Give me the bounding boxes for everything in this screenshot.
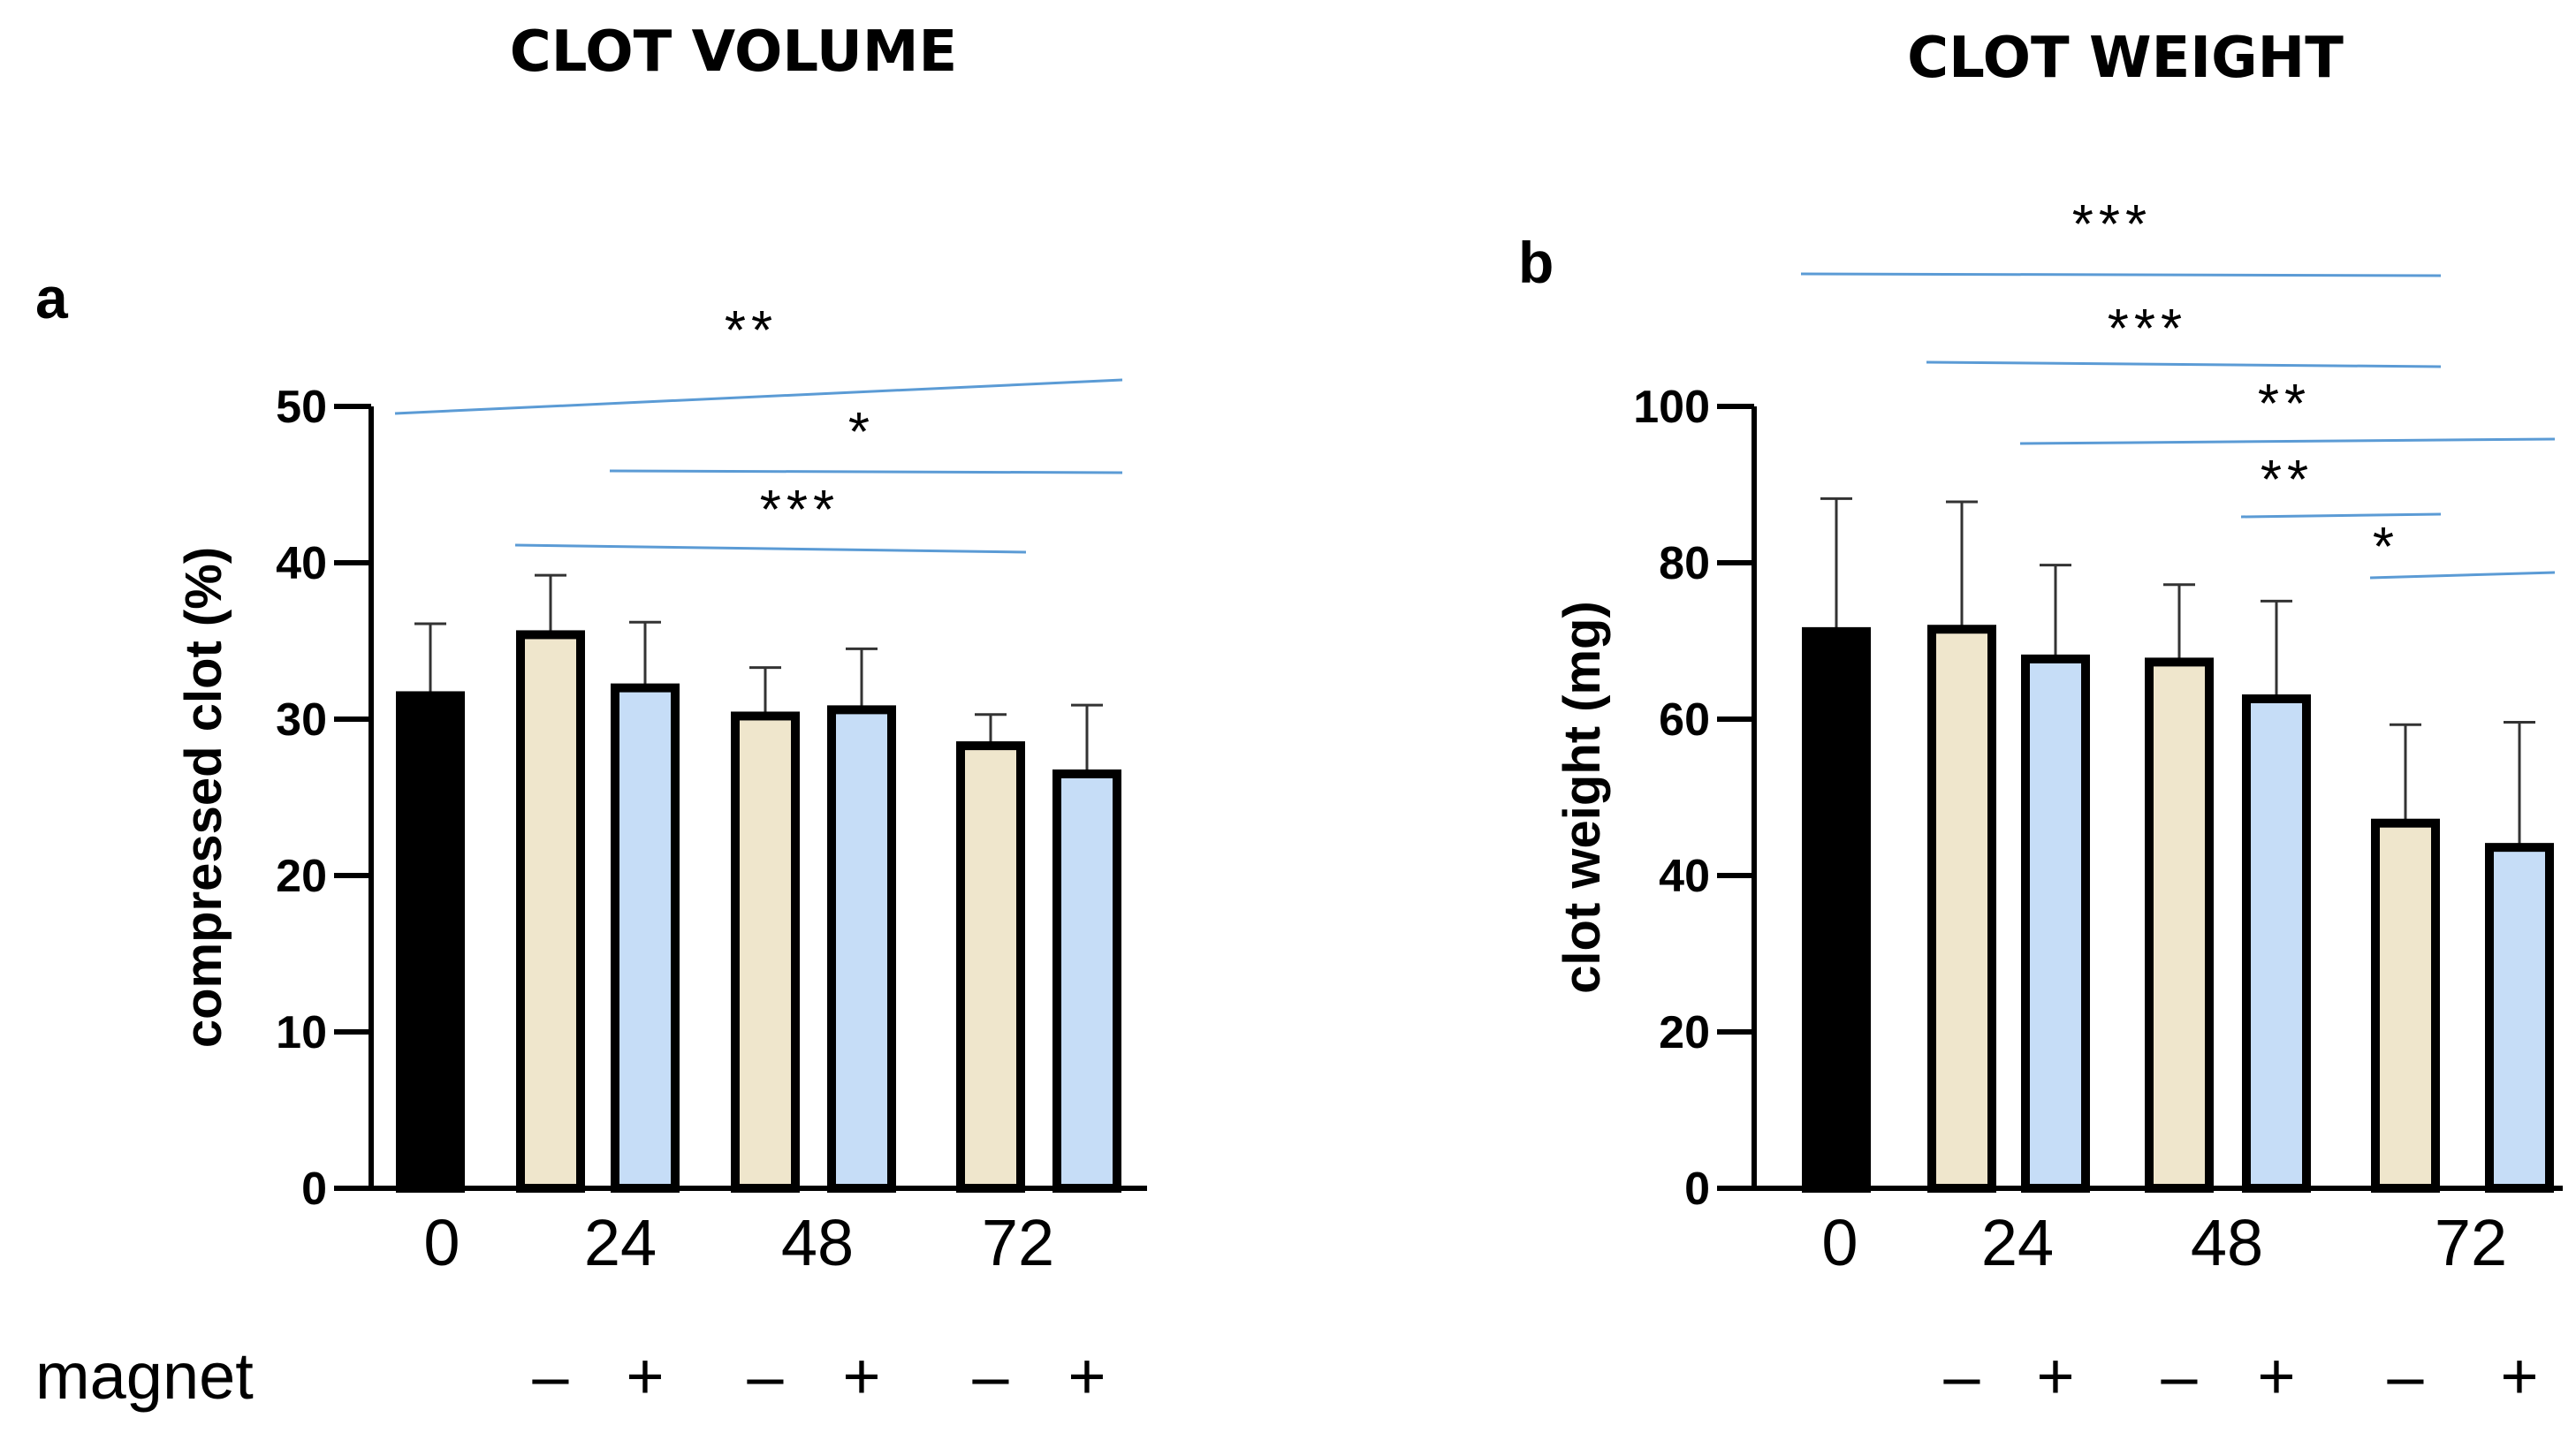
x-tick-label-a: 48 xyxy=(781,1206,854,1279)
significance-label-a: * xyxy=(848,402,875,463)
magnet-sign-b: – xyxy=(1943,1339,1980,1413)
y-axis-title-b: clot weight (mg) xyxy=(1554,601,1611,994)
x-tick-label-b: 0 xyxy=(1821,1206,1858,1279)
bar-a xyxy=(396,691,465,1193)
significance-line-b xyxy=(2369,571,2556,580)
magnet-sign-a: + xyxy=(626,1339,664,1413)
y-axis-title-a: compressed clot (%) xyxy=(175,547,232,1048)
chart-title-right: CLOT WEIGHT xyxy=(1907,26,2344,91)
y-tick-label-a: 10 xyxy=(276,1007,327,1058)
bar-a xyxy=(827,705,896,1193)
x-tick-label-b: 24 xyxy=(1981,1206,2054,1279)
magnet-sign-b: – xyxy=(2387,1339,2424,1413)
significance-label-b: ** xyxy=(2258,374,2311,435)
y-tick-label-a: 20 xyxy=(276,851,327,902)
magnet-sign-b: + xyxy=(2257,1339,2295,1413)
significance-label-a: *** xyxy=(760,480,840,541)
bar-b xyxy=(2242,694,2311,1193)
y-tick-label-a: 50 xyxy=(276,382,327,433)
magnet-sign-a: – xyxy=(747,1339,784,1413)
y-tick-label-b: 80 xyxy=(1659,538,1710,589)
significance-label-b: ** xyxy=(2261,450,2314,511)
significance-label-b: *** xyxy=(2108,299,2187,360)
significance-label-b: *** xyxy=(2072,194,2152,255)
magnet-sign-a: + xyxy=(842,1339,880,1413)
bar-a xyxy=(516,630,585,1193)
significance-label-a: ** xyxy=(725,300,778,361)
significance-line-b xyxy=(2019,437,2556,445)
y-tick-label-b: 40 xyxy=(1659,851,1710,902)
chart-title-left: CLOT VOLUME xyxy=(510,19,958,85)
y-tick-label-b: 60 xyxy=(1659,694,1710,746)
bar-a xyxy=(1052,769,1121,1193)
magnet-sign-b: + xyxy=(2036,1339,2074,1413)
significance-line-b xyxy=(2240,512,2442,519)
significance-line-b xyxy=(1926,360,2442,368)
y-tick-label-a: 0 xyxy=(301,1164,327,1215)
significance-line-a xyxy=(394,378,1123,415)
significance-line-a xyxy=(609,469,1123,474)
panel-letter-a: a xyxy=(35,265,69,330)
significance-line-b xyxy=(1800,272,2442,277)
bar-a xyxy=(611,683,680,1193)
y-tick-label-a: 40 xyxy=(276,538,327,589)
x-tick-label-b: 72 xyxy=(2435,1206,2507,1279)
y-tick-label-b: 20 xyxy=(1659,1007,1710,1058)
magnet-sign-a: – xyxy=(532,1339,569,1413)
magnet-row-label: magnet xyxy=(35,1339,254,1413)
bar-b xyxy=(1927,625,1996,1193)
x-tick-label-b: 48 xyxy=(2191,1206,2263,1279)
magnet-sign-b: + xyxy=(2500,1339,2538,1413)
x-tick-label-a: 72 xyxy=(982,1206,1054,1279)
y-tick-label-b: 0 xyxy=(1684,1164,1710,1215)
significance-label-b: * xyxy=(2373,517,2399,578)
magnet-sign-a: + xyxy=(1068,1339,1106,1413)
y-tick-label-b: 100 xyxy=(1633,382,1710,433)
bar-b xyxy=(2145,657,2214,1193)
bar-b xyxy=(2371,818,2440,1194)
bar-a xyxy=(731,711,800,1193)
x-tick-label-a: 24 xyxy=(584,1206,657,1279)
bar-b xyxy=(1802,626,1871,1193)
magnet-sign-b: – xyxy=(2161,1339,2198,1413)
bar-b xyxy=(2485,843,2554,1193)
panel-letter-b: b xyxy=(1518,230,1554,295)
significance-line-a xyxy=(514,543,1027,554)
magnet-sign-a: – xyxy=(972,1339,1009,1413)
bar-b xyxy=(2021,654,2090,1193)
x-tick-label-a: 0 xyxy=(423,1206,460,1279)
bar-a xyxy=(956,741,1025,1194)
y-tick-label-a: 30 xyxy=(276,694,327,746)
